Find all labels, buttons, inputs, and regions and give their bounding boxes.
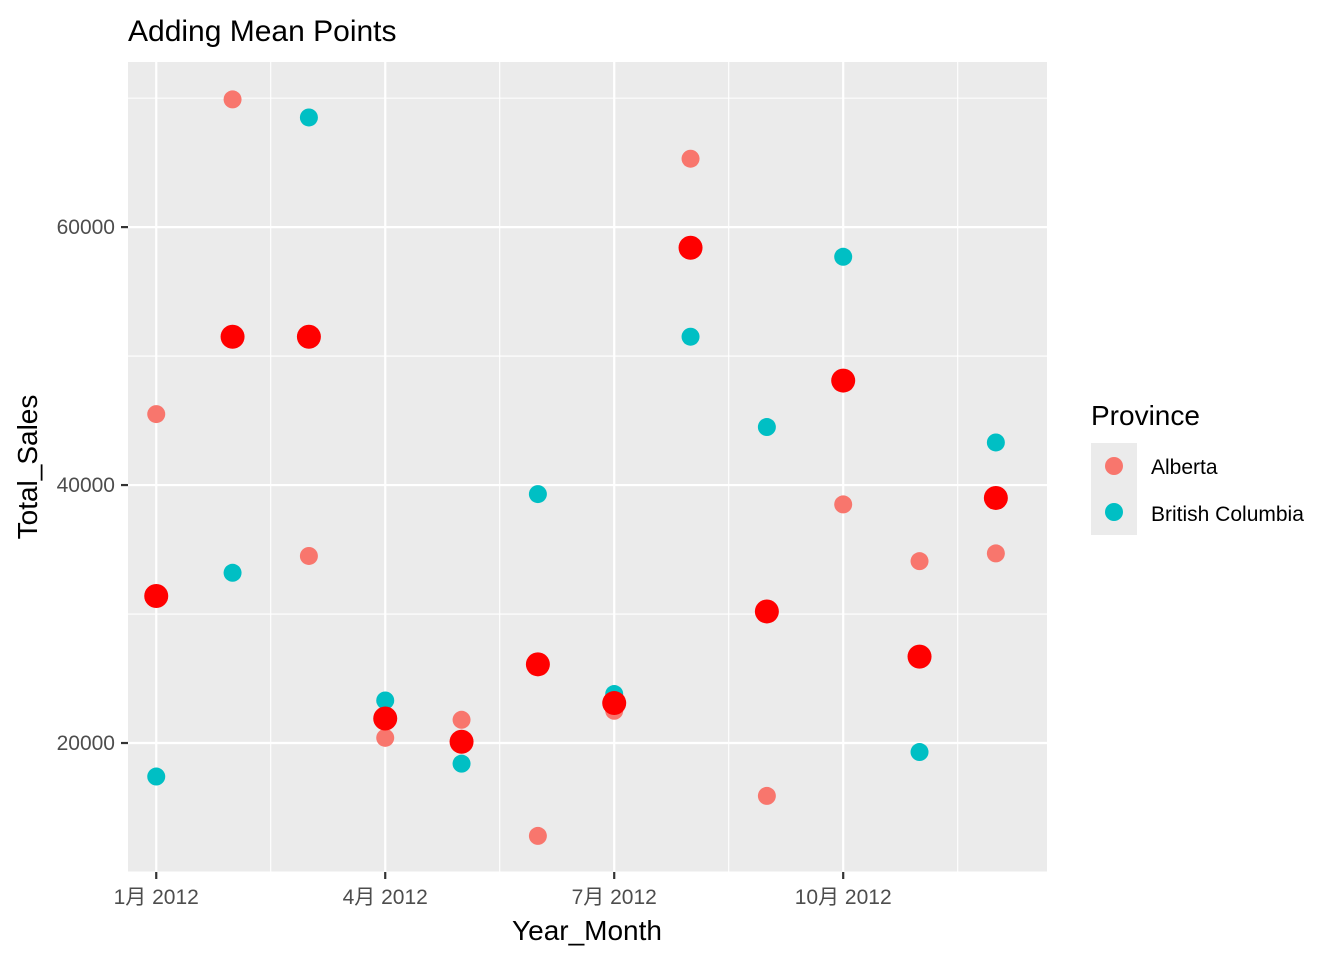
british-columbia-point xyxy=(528,485,547,504)
plot-panel xyxy=(128,62,1047,872)
alberta-point xyxy=(757,786,776,805)
british-columbia-point xyxy=(681,327,700,346)
mean-point xyxy=(296,324,321,349)
y-axis: 20000 40000 60000 xyxy=(57,216,128,755)
legend-key-alberta xyxy=(1105,457,1123,475)
alberta-point xyxy=(834,495,853,514)
british-columbia-point xyxy=(223,563,242,582)
legend-title: Province xyxy=(1091,400,1200,431)
alberta-point xyxy=(986,544,1005,563)
alberta-points xyxy=(147,90,1005,845)
british-columbia-point xyxy=(910,743,929,762)
y-tick-label: 20000 xyxy=(57,732,115,755)
mean-point xyxy=(525,652,550,677)
mean-point xyxy=(373,706,398,731)
mean-point xyxy=(678,235,703,260)
mean-point xyxy=(983,485,1008,510)
mean-point xyxy=(831,368,856,393)
mean-point xyxy=(602,691,627,716)
chart-title: Adding Mean Points xyxy=(128,15,397,48)
mean-points xyxy=(144,235,1008,754)
british-columbia-point xyxy=(299,108,318,127)
alberta-point xyxy=(528,826,547,845)
legend-key-british-columbia xyxy=(1105,503,1123,521)
alberta-point xyxy=(376,728,395,747)
british-columbia-point xyxy=(376,691,395,710)
y-tick-label: 40000 xyxy=(57,474,115,497)
alberta-point xyxy=(147,405,166,424)
x-tick-label: 1月 2012 xyxy=(114,886,199,909)
x-axis: 1月 2012 4月 2012 7月 2012 10月 2012 xyxy=(114,872,892,909)
british-columbia-point xyxy=(834,247,853,266)
alberta-point xyxy=(910,552,929,571)
alberta-point xyxy=(452,710,471,729)
mean-point xyxy=(754,599,779,624)
british-columbia-point xyxy=(986,433,1005,452)
legend-label-british-columbia: British Columbia xyxy=(1151,503,1304,526)
y-tick-label: 60000 xyxy=(57,216,115,239)
legend: Province Alberta British Columbia xyxy=(1091,400,1304,535)
british-columbia-point xyxy=(147,767,166,786)
mean-point xyxy=(144,583,169,608)
british-columbia-point xyxy=(757,418,776,437)
x-axis-title: Year_Month xyxy=(512,915,662,946)
mean-point xyxy=(907,644,932,669)
british-columbia-points xyxy=(147,108,1005,786)
legend-label-alberta: Alberta xyxy=(1151,456,1218,479)
alberta-point xyxy=(299,546,318,565)
minor-grid xyxy=(128,62,1047,873)
alberta-point xyxy=(681,149,700,168)
x-tick-label: 7月 2012 xyxy=(572,886,657,909)
y-axis-title: Total_Sales xyxy=(12,395,43,540)
mean-point xyxy=(449,729,474,754)
alberta-point xyxy=(223,90,242,109)
british-columbia-point xyxy=(452,754,471,773)
mean-point xyxy=(220,324,245,349)
x-tick-label: 10月 2012 xyxy=(795,886,892,909)
x-tick-label: 4月 2012 xyxy=(343,886,428,909)
